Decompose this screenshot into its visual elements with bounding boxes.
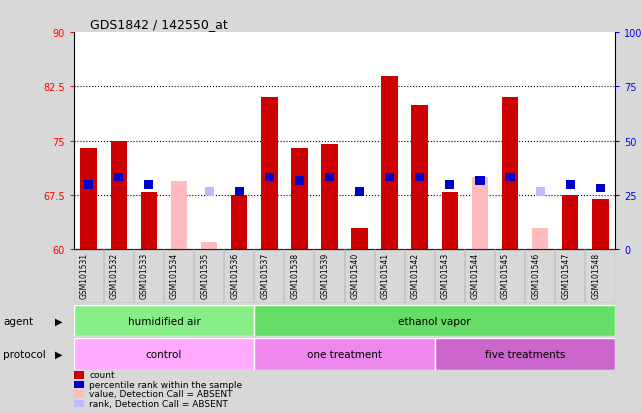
Text: GSM101548: GSM101548 xyxy=(591,253,601,299)
Text: control: control xyxy=(146,349,182,359)
Bar xyxy=(194,250,224,304)
Bar xyxy=(506,173,515,182)
Text: value, Detection Call = ABSENT: value, Detection Call = ABSENT xyxy=(89,389,233,399)
Bar xyxy=(555,250,585,304)
Text: ▶: ▶ xyxy=(54,349,62,359)
Text: five treatments: five treatments xyxy=(485,349,565,359)
Bar xyxy=(435,250,465,304)
Bar xyxy=(291,149,308,250)
Bar xyxy=(295,177,304,185)
Text: GSM101540: GSM101540 xyxy=(351,253,360,299)
Bar xyxy=(412,105,428,250)
Bar xyxy=(435,339,615,370)
Bar xyxy=(74,250,104,304)
Bar xyxy=(315,250,345,304)
Text: GSM101533: GSM101533 xyxy=(140,253,149,299)
Bar xyxy=(74,339,254,370)
Bar xyxy=(502,98,519,250)
Bar xyxy=(374,250,404,304)
Bar xyxy=(164,250,194,304)
Bar xyxy=(254,306,615,337)
Bar xyxy=(224,250,254,304)
Bar xyxy=(111,142,127,250)
Text: GSM101532: GSM101532 xyxy=(110,253,119,299)
Text: GSM101535: GSM101535 xyxy=(200,253,209,299)
Text: GSM101536: GSM101536 xyxy=(230,253,239,299)
Bar xyxy=(321,145,338,250)
Text: humidified air: humidified air xyxy=(128,316,201,326)
Bar xyxy=(231,196,247,250)
Bar xyxy=(476,177,485,185)
Bar xyxy=(285,250,315,304)
Bar xyxy=(592,199,608,250)
Bar xyxy=(265,173,274,182)
Bar xyxy=(201,243,217,250)
Bar xyxy=(345,250,374,304)
Bar xyxy=(472,192,488,250)
Text: GSM101539: GSM101539 xyxy=(320,253,329,299)
Text: count: count xyxy=(89,370,115,380)
Bar xyxy=(415,173,424,182)
Bar xyxy=(104,250,134,304)
Text: GSM101547: GSM101547 xyxy=(562,253,570,299)
Bar xyxy=(254,339,435,370)
Text: GSM101531: GSM101531 xyxy=(79,253,88,299)
Text: GSM101544: GSM101544 xyxy=(471,253,480,299)
Bar xyxy=(445,180,454,189)
Bar xyxy=(355,188,364,197)
Text: GSM101545: GSM101545 xyxy=(501,253,510,299)
Bar xyxy=(81,149,97,250)
Bar xyxy=(254,250,285,304)
Bar xyxy=(74,306,254,337)
Text: GDS1842 / 142550_at: GDS1842 / 142550_at xyxy=(90,18,228,31)
Text: agent: agent xyxy=(3,316,33,326)
Text: ethanol vapor: ethanol vapor xyxy=(399,316,471,326)
Bar xyxy=(261,98,278,250)
Bar xyxy=(536,188,545,197)
Text: rank, Detection Call = ABSENT: rank, Detection Call = ABSENT xyxy=(89,399,228,408)
Bar xyxy=(585,250,615,304)
Bar xyxy=(204,188,213,197)
Bar xyxy=(114,173,124,182)
Text: protocol: protocol xyxy=(3,349,46,359)
Bar xyxy=(565,180,575,189)
Text: GSM101543: GSM101543 xyxy=(441,253,450,299)
Bar xyxy=(442,192,458,250)
Bar xyxy=(562,196,578,250)
Text: one treatment: one treatment xyxy=(307,349,382,359)
Bar xyxy=(140,192,157,250)
Text: GSM101537: GSM101537 xyxy=(260,253,269,299)
Bar xyxy=(472,178,488,250)
Bar xyxy=(595,184,605,193)
Bar xyxy=(171,181,187,250)
Bar xyxy=(495,250,525,304)
Bar xyxy=(525,250,555,304)
Text: GSM101542: GSM101542 xyxy=(411,253,420,299)
Bar xyxy=(84,180,94,189)
Bar xyxy=(134,250,164,304)
Bar xyxy=(465,250,495,304)
Text: GSM101534: GSM101534 xyxy=(170,253,179,299)
Bar xyxy=(381,76,398,250)
Bar xyxy=(532,228,549,250)
Text: GSM101541: GSM101541 xyxy=(381,253,390,299)
Bar xyxy=(144,180,153,189)
Bar xyxy=(351,228,368,250)
Bar xyxy=(404,250,435,304)
Text: GSM101546: GSM101546 xyxy=(531,253,540,299)
Text: ▶: ▶ xyxy=(54,316,62,326)
Bar xyxy=(325,173,334,182)
Text: GSM101538: GSM101538 xyxy=(290,253,299,299)
Bar xyxy=(385,173,394,182)
Bar xyxy=(235,188,244,197)
Text: percentile rank within the sample: percentile rank within the sample xyxy=(89,380,242,389)
